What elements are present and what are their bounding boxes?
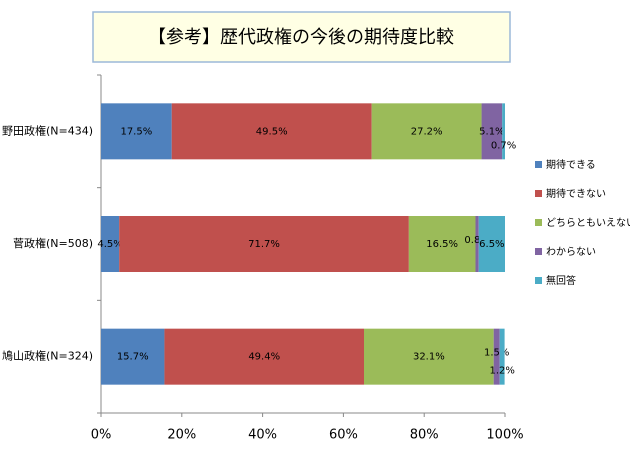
x-tick-label: 40% — [248, 428, 277, 443]
bar-segment — [164, 328, 365, 385]
value-label: 0.7% — [491, 140, 516, 151]
legend-label: 期待できない — [546, 187, 606, 200]
value-label: 6.5% — [479, 239, 504, 250]
legend-label: どちらともいえない — [546, 217, 630, 229]
value-label: 71.7% — [248, 239, 280, 250]
bar-segment — [408, 216, 476, 272]
legend-swatch — [535, 190, 542, 197]
bar-segment — [364, 328, 494, 385]
bar-segment — [493, 328, 500, 385]
bar-segment — [101, 328, 165, 385]
bar-segment — [502, 103, 505, 160]
bar-segment — [499, 328, 505, 385]
value-label: 17.5% — [120, 126, 152, 137]
y-tick-label: 鳩山政権(N=324) — [2, 349, 93, 363]
value-label: 5.1% — [479, 126, 504, 137]
value-label: 15.7% — [117, 352, 149, 363]
value-label: 1.5% — [484, 348, 509, 359]
bar-segment — [478, 216, 505, 272]
value-label: 0.8% — [464, 235, 489, 246]
legend-swatch — [535, 248, 542, 255]
x-tick-label: 60% — [329, 428, 358, 443]
y-tick-label: 菅政権(N=508) — [13, 236, 93, 250]
legend-label: 無回答 — [546, 274, 576, 287]
chart-title: 【参考】歴代政権の今後の期待度比較 — [148, 27, 454, 48]
bar-segment — [475, 216, 479, 272]
legend-label: 期待できる — [546, 158, 596, 171]
bar-segment — [101, 103, 172, 160]
value-label: 16.5% — [426, 239, 458, 250]
bar-segment — [101, 216, 120, 272]
value-label: 1.2% — [489, 366, 514, 377]
value-label: 49.4% — [248, 352, 280, 363]
value-label: 49.5% — [256, 126, 288, 137]
legend-swatch — [535, 219, 542, 226]
legend-swatch — [535, 277, 542, 284]
x-tick-label: 20% — [167, 428, 196, 443]
bar-segment — [119, 216, 409, 272]
value-label: 32.1% — [413, 352, 445, 363]
y-tick-label: 野田政権(N=434) — [2, 123, 93, 137]
legend-swatch — [535, 161, 542, 168]
x-tick-label: 80% — [410, 428, 439, 443]
title-box — [92, 11, 511, 63]
x-tick-label: 100% — [486, 428, 523, 443]
bar-segment — [371, 103, 482, 160]
bar-segment — [171, 103, 372, 160]
value-label: 4.5% — [97, 239, 122, 250]
legend-label: わからない — [546, 246, 596, 258]
x-tick-label: 0% — [91, 428, 112, 443]
bar-segment — [481, 103, 503, 160]
value-label: 27.2% — [411, 126, 443, 137]
